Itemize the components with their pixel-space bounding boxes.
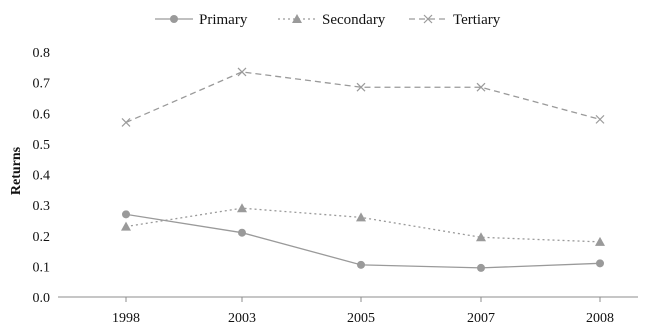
x-tick-label: 2007: [467, 311, 495, 324]
x-marker-stroke: [356, 82, 366, 92]
legend-marker-secondary: [292, 14, 302, 23]
data-point-primary: [357, 260, 365, 269]
x-marker-stroke: [121, 118, 131, 127]
data-point-secondary: [237, 203, 247, 213]
series-secondary: [121, 203, 605, 246]
data-point-tertiary: [356, 82, 366, 92]
series-tertiary: [121, 67, 605, 127]
legend-marker-tertiary: [423, 14, 433, 24]
y-tick-label: 0.4: [33, 169, 51, 184]
data-point-tertiary: [237, 67, 247, 77]
data-point-secondary: [476, 232, 486, 242]
data-point-secondary: [121, 221, 131, 231]
data-point-secondary: [356, 212, 366, 222]
y-tick-label: 0.8: [33, 46, 51, 61]
x-tick-label: 2008: [586, 311, 614, 324]
y-tick-label: 0.5: [33, 138, 51, 153]
data-point-primary: [596, 259, 604, 268]
y-axis-label-group: Returns: [9, 146, 24, 195]
series-primary: [122, 210, 604, 272]
data-point-primary: [122, 210, 130, 219]
x-marker-stroke: [423, 14, 433, 24]
legend-label-tertiary: Tertiary: [453, 12, 501, 28]
legend-item-primary: Primary: [155, 12, 248, 28]
legend-label-primary: Primary: [199, 12, 248, 28]
data-point-primary: [477, 263, 485, 272]
x-marker-stroke: [476, 82, 486, 92]
x-tick-label: 2005: [347, 311, 375, 324]
legend-marker-primary: [170, 15, 178, 23]
y-tick-label: 0.1: [33, 260, 51, 275]
legend-item-secondary: Secondary: [278, 12, 386, 28]
legend-label-secondary: Secondary: [322, 12, 386, 28]
x-marker-stroke: [595, 114, 605, 124]
axes: 0.0 0.1 0.2 0.3 0.4 0.5 0.6 0.7 0.8 1998 2003 2005 2…: [33, 46, 638, 326]
y-tick-label: 0.2: [33, 230, 51, 245]
data-point-tertiary: [595, 114, 605, 124]
x-tick-label: 2003: [228, 311, 256, 324]
y-tick-label: 0.7: [33, 77, 51, 92]
legend-item-tertiary: Tertiary: [409, 12, 501, 28]
y-axis-label: Returns: [9, 146, 24, 195]
x-tick-label: 1998: [112, 311, 140, 324]
data-point-tertiary: [476, 82, 486, 92]
x-marker-stroke: [237, 67, 247, 77]
y-tick-label: 0.6: [33, 107, 51, 122]
data-point-secondary: [595, 236, 605, 246]
series-line-primary: [125, 213, 601, 269]
legend: Primary Secondary Tertiary: [155, 12, 501, 28]
series-line-tertiary: [125, 71, 601, 124]
series-group: [121, 67, 605, 272]
data-point-primary: [238, 228, 246, 237]
data-point-tertiary: [121, 118, 131, 127]
y-tick-label: 0.3: [33, 199, 51, 214]
y-tick-label: 0.0: [33, 291, 51, 306]
